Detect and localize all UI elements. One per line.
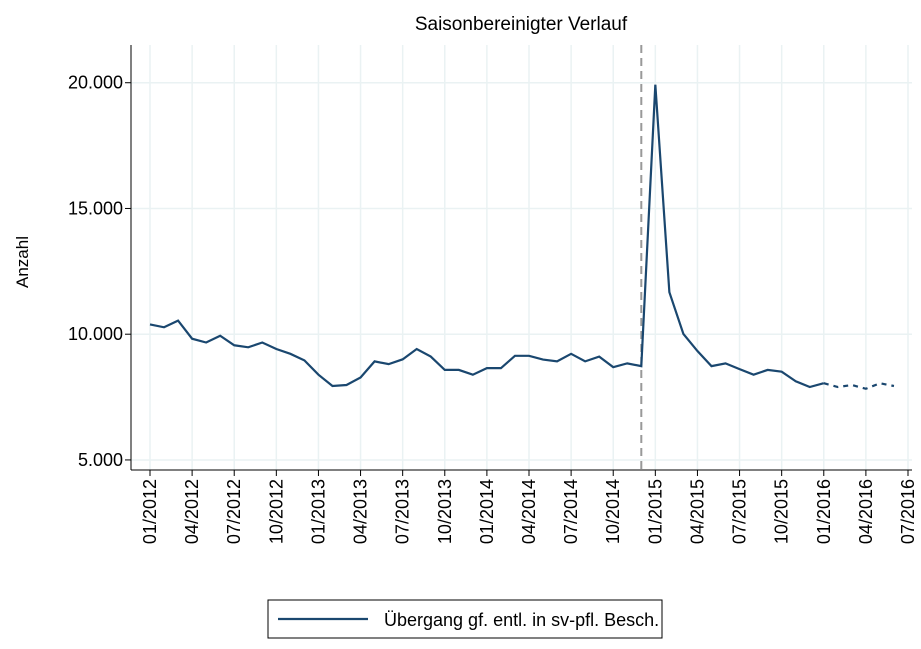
x-tick-label: 07/2013 <box>393 479 413 544</box>
x-tick-label: 10/2015 <box>772 479 792 544</box>
x-tick-label: 01/2012 <box>140 479 160 544</box>
y-tick-label: 5.000 <box>78 450 123 470</box>
x-tick-label: 07/2015 <box>730 479 750 544</box>
x-tick-label: 04/2013 <box>351 479 371 544</box>
legend-label: Übergang gf. entl. in sv-pfl. Besch. <box>384 610 659 630</box>
y-tick-label: 10.000 <box>68 324 123 344</box>
x-tick-label: 04/2012 <box>182 479 202 544</box>
data-line <box>149 84 825 389</box>
x-tick-label: 10/2014 <box>603 479 623 544</box>
x-tick-label: 07/2012 <box>224 479 244 544</box>
x-tick-label: 07/2014 <box>561 479 581 544</box>
x-tick-label: 10/2013 <box>435 479 455 544</box>
x-tick-label: 04/2016 <box>856 479 876 544</box>
x-tick-label: 10/2012 <box>266 479 286 544</box>
chart-title: Saisonbereinigter Verlauf <box>415 14 628 35</box>
x-tick-label: 01/2014 <box>477 479 497 544</box>
x-tick-label: 01/2013 <box>308 479 328 544</box>
y-tick-label: 15.000 <box>68 198 123 218</box>
x-tick-label: 04/2015 <box>687 479 707 544</box>
y-axis-label: Anzahl <box>13 236 32 288</box>
x-tick-label: 04/2014 <box>519 479 539 544</box>
y-tick-label: 20.000 <box>68 73 123 93</box>
x-tick-label: 01/2016 <box>814 479 834 544</box>
x-tick-label: 07/2016 <box>898 479 918 544</box>
x-tick-label: 01/2015 <box>645 479 665 544</box>
data-line <box>823 382 895 390</box>
